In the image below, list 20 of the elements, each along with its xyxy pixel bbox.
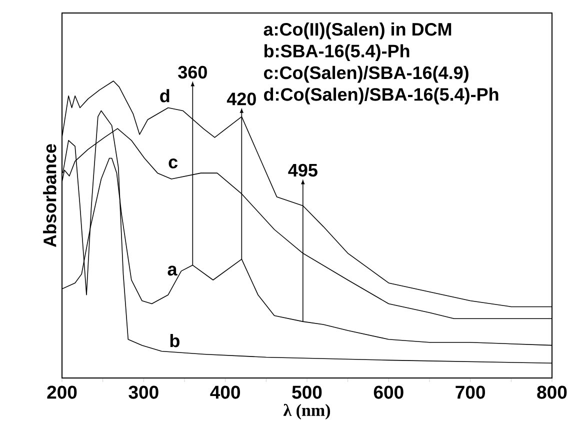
x-tick-label: 200 xyxy=(47,386,77,399)
series-label: b xyxy=(170,334,180,348)
annotation: 420 xyxy=(226,92,256,106)
x-axis-title: λ (nm) xyxy=(283,404,330,420)
x-tick-label: 500 xyxy=(292,386,322,399)
series-label: c xyxy=(168,158,178,168)
legend-label: d xyxy=(160,89,170,102)
x-tick-label: 600 xyxy=(374,386,404,399)
text: a:Co(II)(Salen) in DCM xyxy=(264,22,452,40)
x-tick-label: 400 xyxy=(210,386,240,399)
annotation: c:Co(Salen)/SBA-16(4.9) xyxy=(264,66,468,83)
annotation: 495 xyxy=(288,164,318,177)
text: b:SBA-16(5.4)-Ph xyxy=(264,44,410,61)
series-label: a xyxy=(168,266,178,276)
y-axis-title: Absorbance xyxy=(43,144,56,248)
x-tick-label: 300 xyxy=(128,386,158,399)
annotation: 360 xyxy=(178,66,207,79)
annotation: d:Co(Salen)/SBA-16(5.4)-Ph xyxy=(264,88,498,104)
x-tick-label: 700 xyxy=(456,386,485,399)
x-tick-label: 800 xyxy=(537,386,567,399)
